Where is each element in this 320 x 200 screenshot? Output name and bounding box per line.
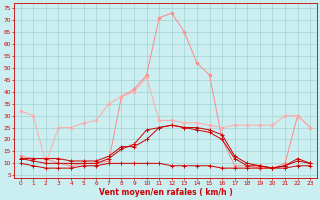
X-axis label: Vent moyen/en rafales ( km/h ): Vent moyen/en rafales ( km/h ) (99, 188, 232, 197)
